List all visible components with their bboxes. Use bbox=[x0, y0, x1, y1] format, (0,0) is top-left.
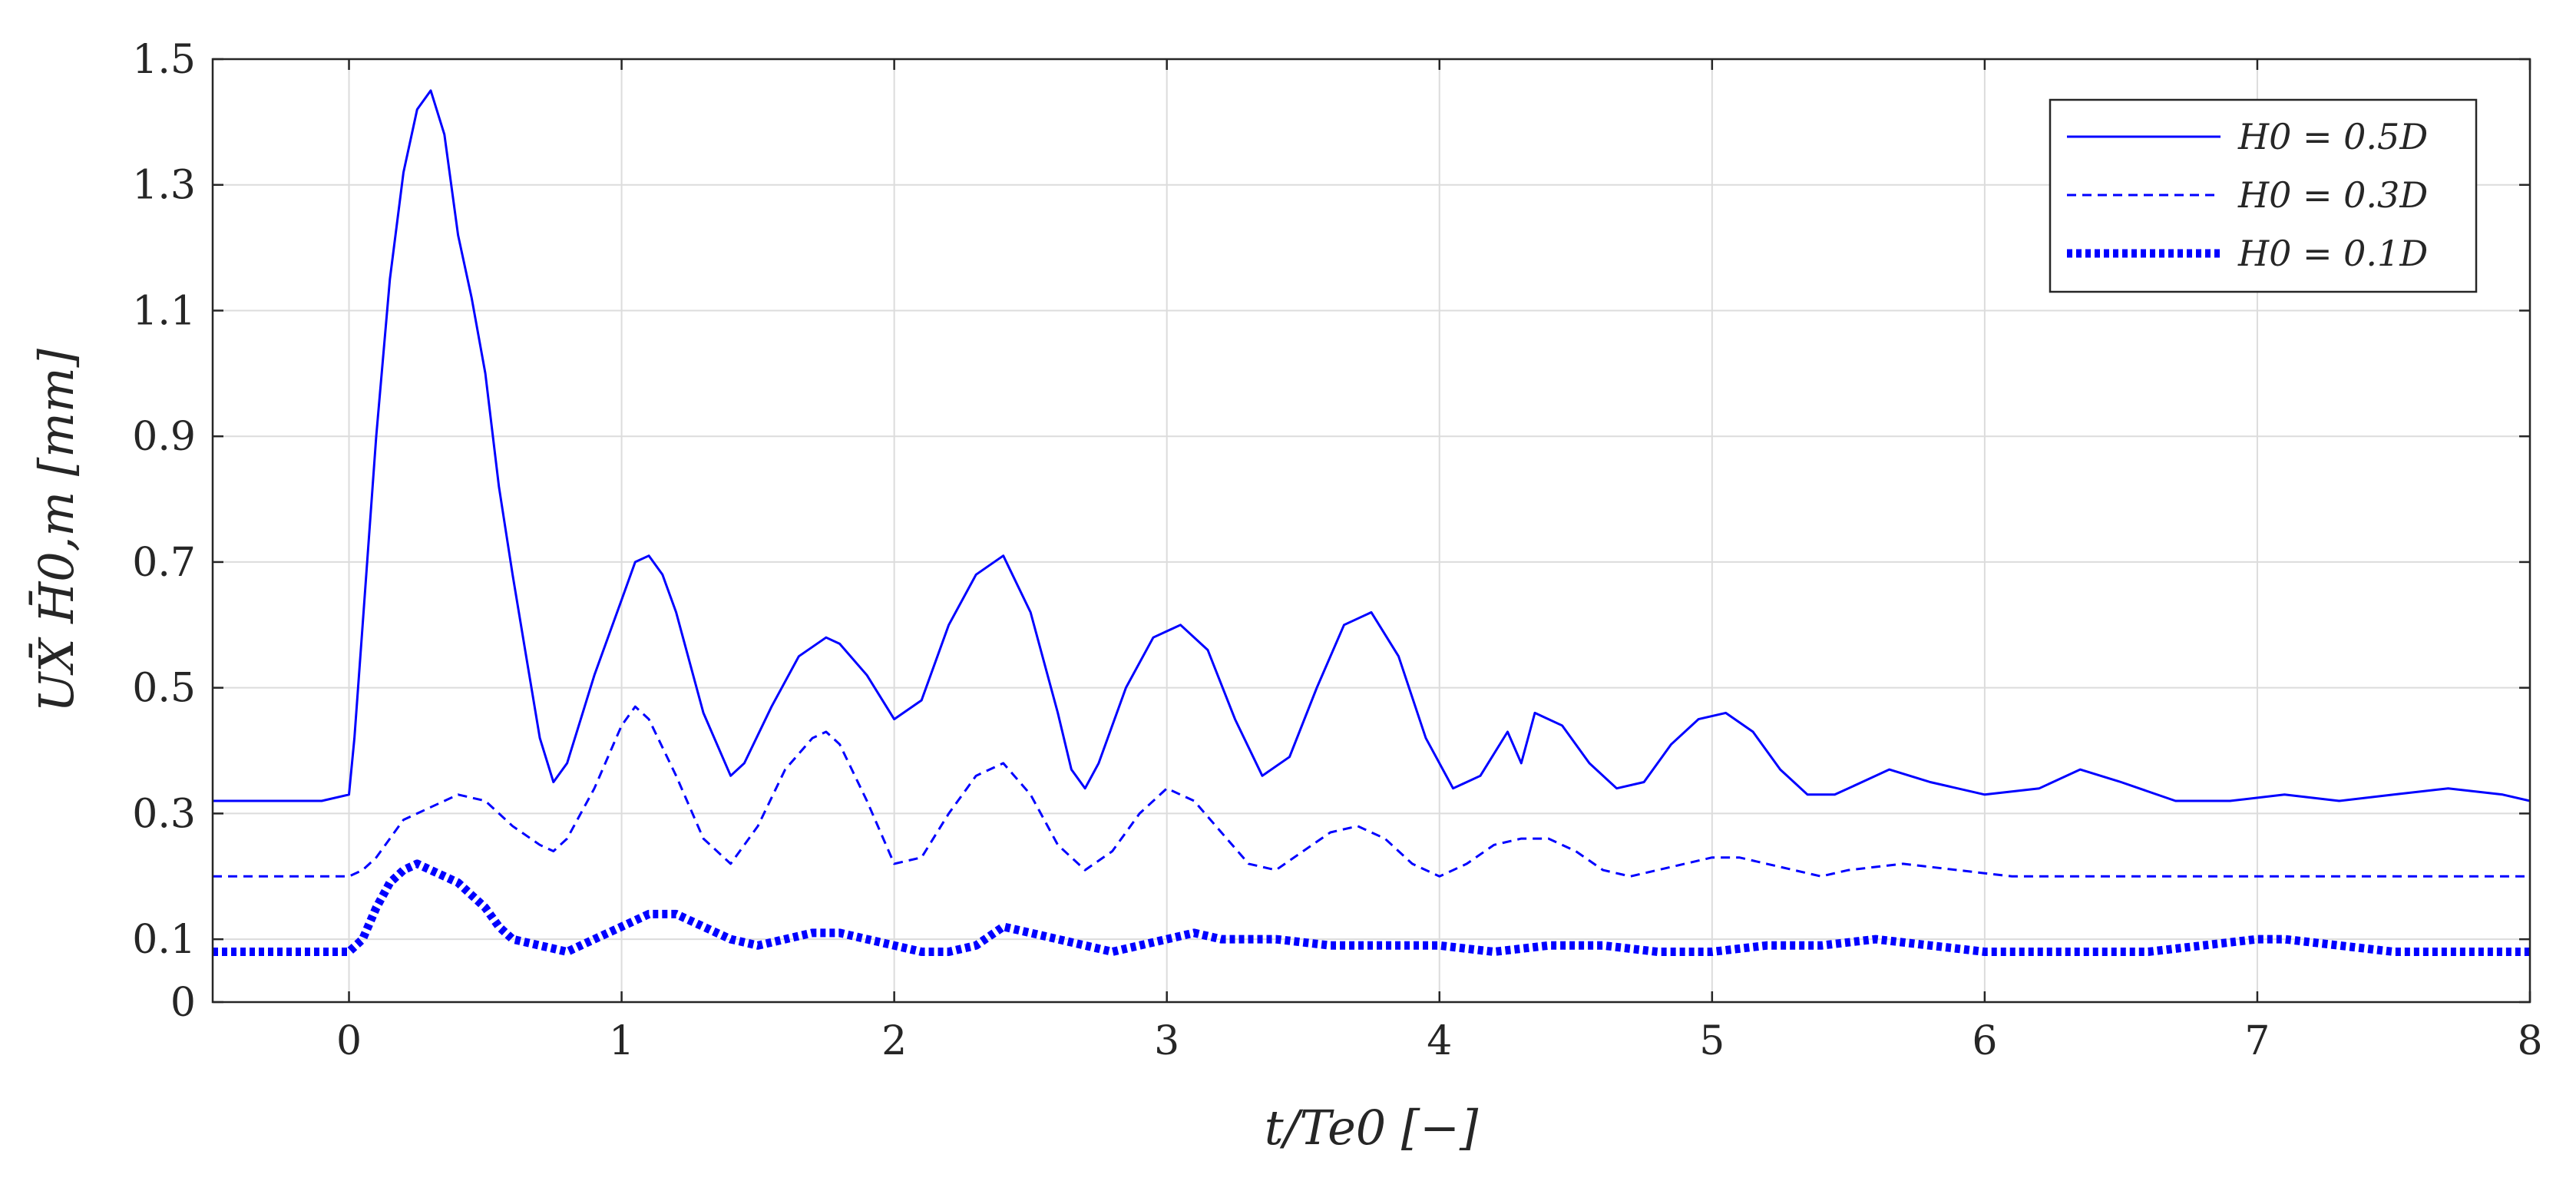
x-tick-label: 1 bbox=[609, 1018, 634, 1064]
x-axis-label: t/Te0 [−] bbox=[1265, 1100, 1479, 1156]
x-tick-label: 7 bbox=[2244, 1018, 2270, 1064]
series-layer bbox=[213, 89, 2531, 956]
y-tick-label: 0.9 bbox=[132, 414, 196, 460]
x-tick-label: 3 bbox=[1154, 1018, 1179, 1064]
y-tick-label: 1.5 bbox=[132, 37, 196, 83]
tick-labels: 0 1 2 3 4 5 6 7 8 0 0.1 0.3 0.5 0.7 0.9 1.1 1.3 1.5 bbox=[132, 37, 2542, 1064]
series-line-h0-0.1d bbox=[213, 859, 2530, 956]
y-tick-label: 0 bbox=[170, 980, 196, 1026]
y-axis-label: UX̄ H̄0,m [mm] bbox=[28, 348, 84, 713]
x-tick-label: 6 bbox=[1972, 1018, 1997, 1064]
y-tick-label: 1.3 bbox=[132, 163, 196, 209]
x-tick-label: 5 bbox=[1699, 1018, 1724, 1064]
series-line-h0-0.5d bbox=[213, 89, 2531, 802]
legend-label-h0-0.3d: H0 = 0.3D bbox=[2237, 174, 2428, 216]
x-tick-label: 8 bbox=[2517, 1018, 2542, 1064]
series-line-h0-0.3d bbox=[213, 705, 2530, 878]
x-tick-label: 2 bbox=[881, 1018, 907, 1064]
y-tick-label: 0.5 bbox=[132, 666, 196, 712]
ticks bbox=[213, 58, 2531, 1004]
y-tick-label: 0.1 bbox=[132, 917, 196, 963]
legend-label-h0-0.5d: H0 = 0.5D bbox=[2237, 116, 2428, 157]
legend-label-h0-0.1d: H0 = 0.1D bbox=[2237, 233, 2428, 274]
y-tick-label: 0.3 bbox=[132, 791, 196, 837]
x-tick-label: 4 bbox=[1427, 1018, 1452, 1064]
x-tick-label: 0 bbox=[336, 1018, 362, 1064]
axes-frame bbox=[211, 58, 2531, 1004]
y-tick-label: 0.7 bbox=[132, 540, 196, 586]
legend: H0 = 0.5D H0 = 0.3D H0 = 0.1D bbox=[2049, 98, 2478, 293]
y-tick-label: 1.1 bbox=[132, 288, 196, 334]
